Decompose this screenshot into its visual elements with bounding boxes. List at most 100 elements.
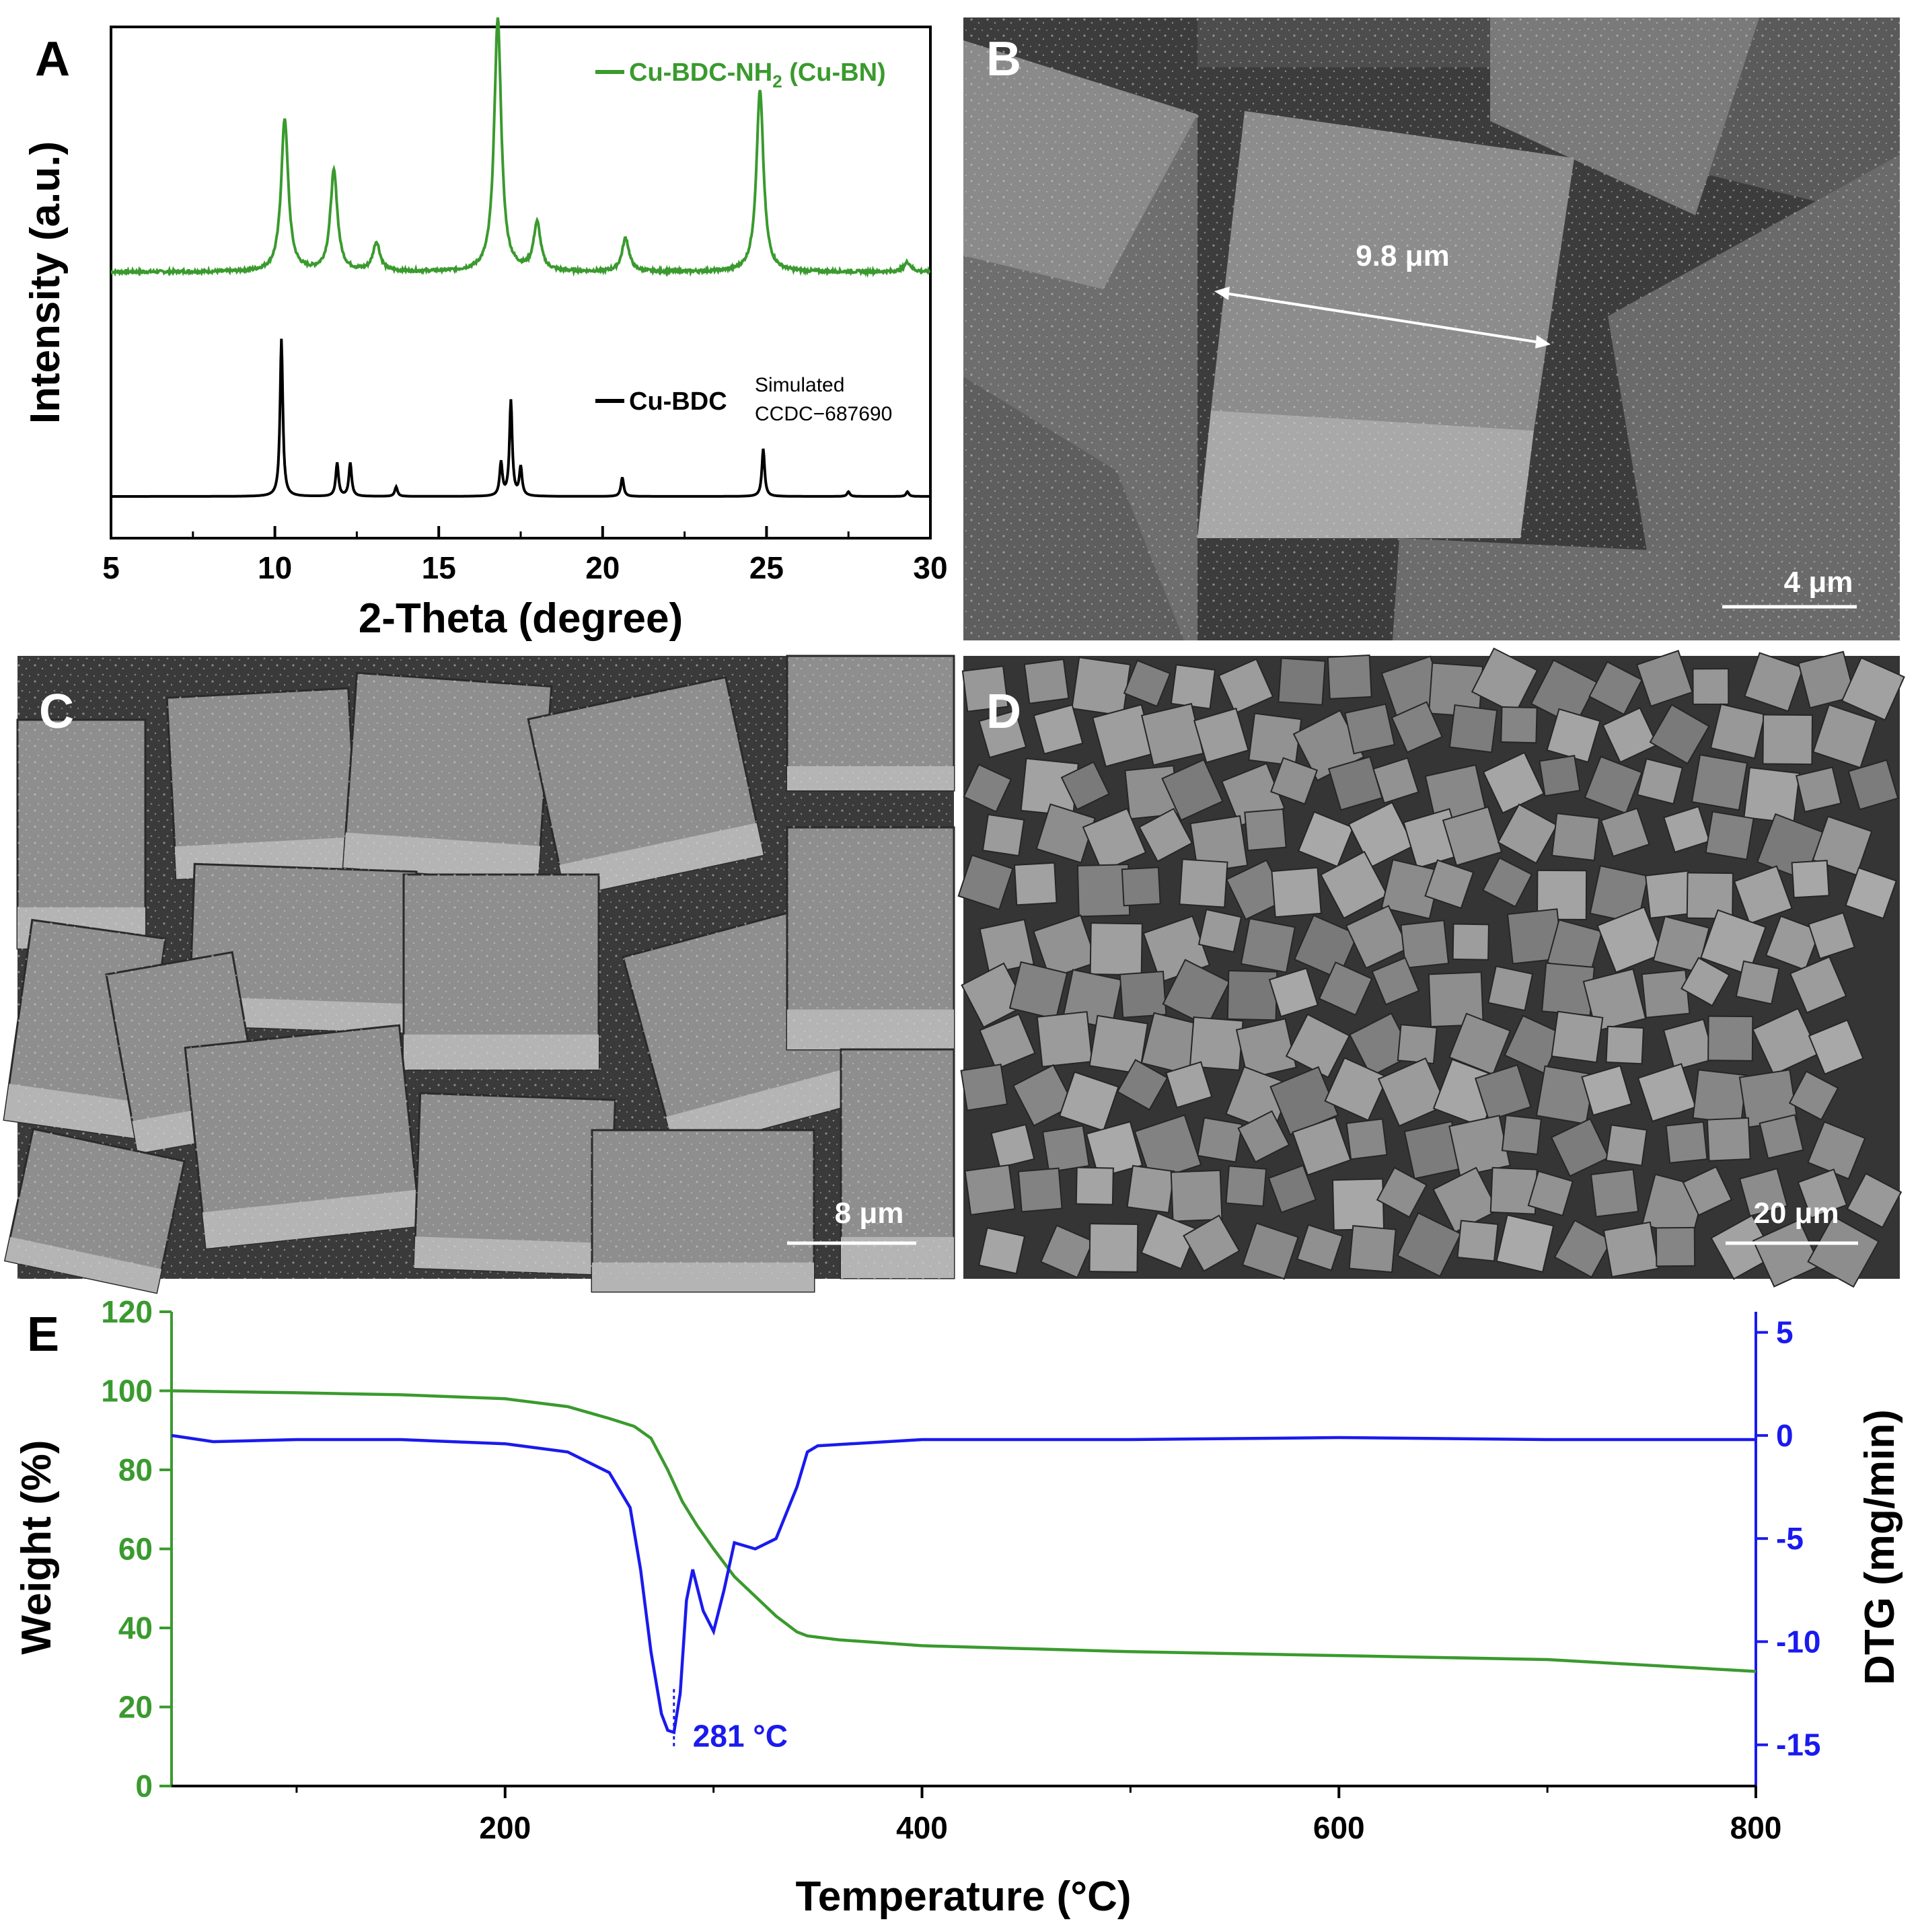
- sem-small-particle: [1596, 906, 1664, 973]
- panel-letter-a: A: [35, 32, 70, 86]
- scale-bar-label-b: 4 μm: [1784, 566, 1853, 599]
- tga-left-axis-title: Weight (%): [13, 1440, 60, 1654]
- tga-x-axis-title: Temperature (°C): [795, 1873, 1131, 1920]
- xrd-x-tick-label: 30: [913, 550, 947, 585]
- sem-small-particle: [1138, 807, 1193, 862]
- sem-small-particle: [1237, 1110, 1290, 1163]
- sem-small-particle: [1637, 1063, 1697, 1123]
- sem-small-particle: [1487, 965, 1534, 1012]
- sem-small-particle: [1327, 654, 1372, 700]
- tga-left-tick-label: 80: [118, 1452, 153, 1487]
- sem-small-particle: [1347, 801, 1415, 868]
- sem-small-particle: [1845, 866, 1898, 920]
- sem-small-particle: [1218, 658, 1274, 714]
- sem-small-particle: [1296, 1224, 1343, 1271]
- sem-small-particle: [1226, 969, 1278, 1021]
- sem-small-particle: [1424, 859, 1475, 909]
- sem-small-particle: [1013, 862, 1058, 906]
- legend-label-cu-bdc: Cu-BDC: [629, 387, 727, 416]
- tga-right-tick-label: 0: [1776, 1418, 1794, 1453]
- sem-small-particle: [1041, 1125, 1090, 1173]
- tga-weight-line: [171, 1389, 1757, 1673]
- sem-small-particle: [961, 962, 1027, 1029]
- tga-right-tick-label: -10: [1776, 1624, 1820, 1659]
- sem-small-particle: [1292, 1116, 1352, 1177]
- sem-small-particle: [1116, 1059, 1169, 1111]
- sem-small-particle: [1452, 923, 1489, 961]
- sem-small-particle: [982, 813, 1025, 857]
- sem-small-particle: [1797, 1168, 1848, 1219]
- sem-small-particle: [1788, 1070, 1839, 1121]
- sem-small-particle: [1372, 757, 1419, 805]
- sem-small-particle: [1318, 961, 1373, 1016]
- sem-small-particle: [1641, 969, 1691, 1018]
- xrd-y-axis-title: Intensity (a.u.): [22, 141, 69, 424]
- sem-small-particle: [1759, 1114, 1804, 1160]
- panel-a-xrd: A 5 10 15 20 25 30 Cu-BDC-NH2 (Cu-BN) Cu-BDC …: [22, 17, 948, 642]
- sem-small-particle: [1376, 1166, 1428, 1218]
- sem-small-particle: [1497, 803, 1558, 864]
- sem-small-particle: [1161, 759, 1224, 821]
- sem-small-particle: [1474, 1064, 1532, 1121]
- sem-small-particle: [1039, 1224, 1094, 1279]
- sem-small-particle: [1432, 1166, 1499, 1234]
- sem-small-particle: [1602, 706, 1658, 764]
- sem-small-particle: [1448, 1115, 1511, 1177]
- sem-small-particle: [1071, 657, 1132, 717]
- sem-small-particle: [1551, 813, 1600, 862]
- scale-bar-label-c: 8 μm: [835, 1197, 904, 1230]
- sem-small-particle: [1841, 657, 1905, 721]
- sem-small-particle: [1551, 1010, 1604, 1064]
- sem-small-particle: [961, 665, 1009, 712]
- sem-small-particle: [1706, 1117, 1751, 1162]
- tga-x-tick-label: 600: [1313, 1810, 1365, 1845]
- tga-x-tick-label: 400: [896, 1810, 948, 1845]
- legend-annotation-ccdc: CCDC−687690: [755, 403, 892, 425]
- sem-small-particle: [1752, 1007, 1820, 1076]
- sem-small-particle: [1008, 961, 1068, 1020]
- sem-small-particle: [979, 1013, 1036, 1070]
- sem-small-particle: [957, 854, 1014, 911]
- sem-small-particle: [1539, 755, 1581, 797]
- sem-small-particle: [1377, 1057, 1448, 1127]
- sem-small-particle: [1397, 1212, 1462, 1277]
- sem-small-particle: [1663, 805, 1711, 854]
- sem-small-particle: [1126, 1164, 1175, 1214]
- sem-small-particle: [1682, 1166, 1733, 1216]
- sem-small-particle: [1489, 1166, 1538, 1215]
- sem-small-particle: [1121, 866, 1161, 907]
- sem-small-particle: [1241, 1222, 1299, 1280]
- sem-small-particle: [1692, 1069, 1748, 1125]
- sem-small-particle: [1345, 1118, 1388, 1160]
- scale-bar-label-d: 20 μm: [1753, 1197, 1839, 1230]
- tga-right-tick-label: 5: [1776, 1315, 1794, 1350]
- sem-small-particle: [1635, 650, 1693, 708]
- sem-small-particle: [1345, 905, 1409, 969]
- tga-left-tick-label: 100: [101, 1374, 153, 1409]
- panel-d-sem: 20 μm D: [957, 647, 1905, 1288]
- sem-small-particle: [1699, 909, 1767, 976]
- sem-small-particle: [1791, 860, 1830, 899]
- tga-right-tick-label: -5: [1776, 1521, 1804, 1556]
- sem-small-particle: [1397, 1024, 1438, 1065]
- sem-small-particle: [1348, 1225, 1397, 1273]
- sem-small-particle: [1735, 960, 1780, 1005]
- sem-small-particle: [1448, 1012, 1512, 1076]
- sem-small-particle: [1584, 755, 1643, 815]
- sem-small-particle: [1170, 664, 1216, 710]
- sem-small-particle: [1344, 703, 1396, 755]
- xrd-plot-frame: [110, 26, 932, 540]
- sem-small-particle: [1170, 1169, 1223, 1222]
- sem-small-particle: [1471, 647, 1539, 715]
- sem-small-particle: [1012, 1064, 1075, 1127]
- sem-small-particle: [960, 1064, 1008, 1111]
- sem-small-particle: [1482, 856, 1533, 908]
- sem-small-particle: [1530, 659, 1598, 727]
- sem-small-particle: [1428, 971, 1484, 1028]
- sem-small-particle: [1707, 1015, 1754, 1062]
- sem-small-particle: [1162, 959, 1230, 1027]
- tga-dtg-line: [171, 1434, 1756, 1735]
- sem-small-particle: [1268, 967, 1319, 1018]
- panel-e-tga: E 200 400 600 80002040608010012050-5-10-15 …: [13, 1294, 1903, 1920]
- panel-letter-e: E: [27, 1308, 59, 1362]
